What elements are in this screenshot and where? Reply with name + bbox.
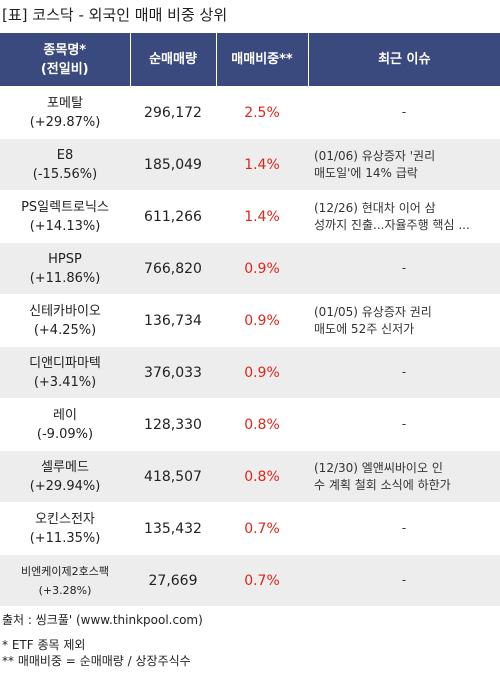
table-body: 포메탈 (+29.87%) 296,172 2.5% - E8 (-15.56%) 185,0… bbox=[0, 86, 500, 606]
stock-name: 비엔케이제2호스팩 bbox=[21, 564, 109, 578]
stock-name-cell: 신테카바이오 (+4.25%) bbox=[0, 294, 130, 347]
issue-line: 성까지 진출...자율주행 핵심 ... bbox=[314, 217, 470, 232]
stock-name: 레이 bbox=[53, 407, 77, 423]
net-volume: 135,432 bbox=[130, 502, 216, 555]
header-volume: 순매매량 bbox=[129, 33, 216, 87]
issue-line: - bbox=[401, 261, 407, 275]
table-row: 오킨스전자 (+11.35%) 135,432 0.7% - bbox=[0, 502, 500, 555]
trade-ratio: 1.4% bbox=[216, 138, 308, 191]
trade-ratio: 0.9% bbox=[216, 294, 308, 347]
stock-name-cell: 포메탈 (+29.87%) bbox=[0, 86, 130, 139]
stock-name-cell: 셀루메드 (+29.94%) bbox=[0, 450, 130, 503]
stock-name: 포메탈 bbox=[47, 95, 83, 111]
table-row: PS일렉트로닉스 (+14.13%) 611,266 1.4% (12/26) 현대차 … bbox=[0, 190, 500, 243]
stock-name-cell: E8 (-15.56%) bbox=[0, 138, 130, 191]
net-volume: 766,820 bbox=[130, 242, 216, 295]
recent-issue: - bbox=[308, 242, 500, 295]
table-row: 비엔케이제2호스팩 (+3.28%) 27,669 0.7% - bbox=[0, 554, 500, 606]
net-volume: 136,734 bbox=[130, 294, 216, 347]
stock-name: PS일렉트로닉스 bbox=[21, 199, 109, 215]
trade-ratio: 0.9% bbox=[216, 242, 308, 295]
stock-name-cell: 오킨스전자 (+11.35%) bbox=[0, 502, 130, 555]
trade-ratio: 0.7% bbox=[216, 502, 308, 555]
table-row: 셀루메드 (+29.94%) 418,507 0.8% (12/30) 엘앤씨바이오 인… bbox=[0, 450, 500, 503]
trade-ratio: 2.5% bbox=[216, 86, 308, 139]
stock-name-cell: 레이 (-9.09%) bbox=[0, 398, 130, 451]
header-issue: 최근 이슈 bbox=[307, 33, 500, 87]
net-volume: 27,669 bbox=[130, 554, 216, 606]
header-name-line2: (전일비) bbox=[40, 61, 89, 77]
issue-line: (12/26) 현대차 이어 삼 bbox=[314, 200, 436, 215]
trade-ratio: 0.8% bbox=[216, 450, 308, 503]
issue-line: - bbox=[401, 573, 407, 587]
table-header-row: 종목명* (전일비) 순매매량 매매비중** 최근 이슈 bbox=[0, 33, 500, 87]
stock-name-cell: PS일렉트로닉스 (+14.13%) bbox=[0, 190, 130, 243]
net-volume: 611,266 bbox=[130, 190, 216, 243]
recent-issue: - bbox=[308, 398, 500, 451]
issue-line: (12/30) 엘앤씨바이오 인 bbox=[314, 460, 443, 475]
net-volume: 376,033 bbox=[130, 346, 216, 399]
stock-change: (+11.86%) bbox=[29, 270, 101, 286]
table-row: E8 (-15.56%) 185,049 1.4% (01/06) 유상증자 '권리 매도… bbox=[0, 138, 500, 191]
stock-name-cell: 비엔케이제2호스팩 (+3.28%) bbox=[0, 554, 130, 606]
stock-change: (-15.56%) bbox=[32, 166, 98, 182]
trade-ratio: 0.9% bbox=[216, 346, 308, 399]
issue-line: 수 계획 철회 소식에 하한가 bbox=[314, 477, 451, 492]
stock-change: (+3.28%) bbox=[38, 583, 92, 597]
stock-change: (-9.09%) bbox=[36, 426, 94, 442]
header-ratio: 매매비중** bbox=[215, 33, 308, 87]
footnote-etf: * ETF 종목 제외 bbox=[2, 638, 86, 652]
stock-change: (+3.41%) bbox=[33, 374, 97, 390]
issue-line: (01/05) 유상증자 권리 bbox=[314, 304, 432, 319]
recent-issue: - bbox=[308, 346, 500, 399]
trade-ratio: 0.7% bbox=[216, 554, 308, 606]
table-row: 포메탈 (+29.87%) 296,172 2.5% - bbox=[0, 86, 500, 139]
stock-change: (+14.13%) bbox=[29, 218, 101, 234]
table-row: 레이 (-9.09%) 128,330 0.8% - bbox=[0, 398, 500, 451]
stock-name-cell: 디앤디파마텍 (+3.41%) bbox=[0, 346, 130, 399]
net-volume: 185,049 bbox=[130, 138, 216, 191]
issue-line: (01/06) 유상증자 '권리 bbox=[314, 148, 436, 163]
foreign-trading-table: 종목명* (전일비) 순매매량 매매비중** 최근 이슈 포메탈 (+29.87%… bbox=[0, 33, 500, 606]
issue-line: - bbox=[401, 365, 407, 379]
issue-line: - bbox=[401, 417, 407, 431]
stock-name: 신테카바이오 bbox=[29, 303, 101, 319]
table-row: 신테카바이오 (+4.25%) 136,734 0.9% (01/05) 유상증자 권리… bbox=[0, 294, 500, 347]
header-name: 종목명* (전일비) bbox=[0, 33, 130, 87]
source-note: 출처 : 씽크풀' (www.thinkpool.com) bbox=[2, 613, 203, 627]
table-row: HPSP (+11.86%) 766,820 0.9% - bbox=[0, 242, 500, 295]
recent-issue: - bbox=[308, 86, 500, 139]
stock-change: (+11.35%) bbox=[29, 530, 101, 546]
stock-name: 디앤디파마텍 bbox=[29, 355, 101, 371]
table-title: [표] 코스닥 - 외국인 매매 비중 상위 bbox=[2, 6, 228, 24]
stock-name: 셀루메드 bbox=[41, 459, 89, 475]
stock-change: (+29.87%) bbox=[29, 114, 101, 130]
issue-line: - bbox=[401, 105, 407, 119]
recent-issue: - bbox=[308, 502, 500, 555]
issue-line: 매도일'에 14% 급락 bbox=[314, 165, 418, 180]
stock-name: 오킨스전자 bbox=[35, 511, 95, 527]
net-volume: 128,330 bbox=[130, 398, 216, 451]
table-row: 디앤디파마텍 (+3.41%) 376,033 0.9% - bbox=[0, 346, 500, 399]
net-volume: 296,172 bbox=[130, 86, 216, 139]
issue-line: 매도에 52주 신저가 bbox=[314, 321, 415, 336]
recent-issue: - bbox=[308, 554, 500, 606]
trade-ratio: 0.8% bbox=[216, 398, 308, 451]
stock-change: (+29.94%) bbox=[29, 478, 101, 494]
trade-ratio: 1.4% bbox=[216, 190, 308, 243]
stock-change: (+4.25%) bbox=[33, 322, 97, 338]
stock-name: HPSP bbox=[48, 251, 82, 267]
stock-name: E8 bbox=[56, 147, 74, 163]
stock-name-cell: HPSP (+11.86%) bbox=[0, 242, 130, 295]
net-volume: 418,507 bbox=[130, 450, 216, 503]
header-name-line1: 종목명* bbox=[43, 42, 87, 58]
footnote-ratio: ** 매매비중 = 순매매량 / 상장주식수 bbox=[2, 654, 191, 668]
issue-line: - bbox=[401, 521, 407, 535]
